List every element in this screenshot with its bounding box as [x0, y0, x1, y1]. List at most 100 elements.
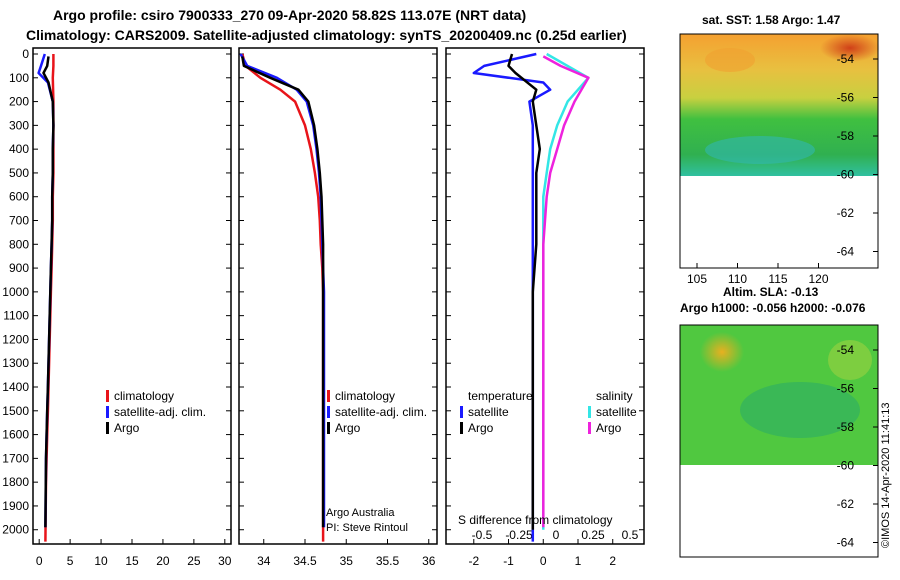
- depth-tick-label: 1800: [2, 475, 29, 489]
- sla-map-title-line1: Altim. SLA: -0.13: [723, 285, 819, 299]
- depth-tick-label: 2000: [2, 523, 29, 537]
- profile-line-salinity-argo: [542, 55, 590, 528]
- legend-swatch-argo: [327, 422, 330, 434]
- legend-header-salinity: salinity: [596, 389, 633, 403]
- x-tick-label: 34.5: [293, 554, 317, 568]
- depth-tick-label: 1900: [2, 499, 29, 513]
- salinity-scale-tick-label: 0: [553, 528, 560, 542]
- profile-line-salinity-satellite: [542, 52, 590, 530]
- sst-map: [679, 33, 880, 269]
- salinity-legend: climatology satellite-adj. clim. Argo Ar…: [326, 389, 427, 534]
- salinity-scale-tick-label: 0.5: [622, 528, 639, 542]
- figure-title-line1: Argo profile: csiro 7900333_270 09-Apr-2…: [53, 7, 526, 23]
- map-lat-tick-label: -54: [837, 343, 855, 357]
- timestamp-stamp: ©IMOS 14-Apr-2020 11:41:13: [880, 403, 892, 548]
- legend-swatch-satellite: [327, 406, 330, 418]
- sst-map-nodata: [680, 176, 878, 268]
- map-lat-tick-label: -54: [837, 52, 855, 66]
- legend-label-climatology: climatology: [335, 389, 395, 403]
- depth-tick-label: 900: [9, 261, 29, 275]
- legend-label-satellite: satellite-adj. clim.: [335, 405, 427, 419]
- map-lat-tick-label: -62: [837, 206, 855, 220]
- depth-tick-label: 1000: [2, 285, 29, 299]
- depth-tick-label: 700: [9, 214, 29, 228]
- x-tick-label: 35.5: [376, 554, 400, 568]
- salinity-scale-tick-label: -0.5: [472, 528, 493, 542]
- x-tick-label: 0: [36, 554, 43, 568]
- map-lat-tick-label: -58: [837, 420, 855, 434]
- depth-tick-label: 300: [9, 118, 29, 132]
- sst-map-title: sat. SST: 1.58 Argo: 1.47: [702, 13, 841, 27]
- x-tick-label: 1: [575, 554, 582, 568]
- depth-axis: 0 100 200 300 400 500 600 700 800 900 1000 1100 1200…: [2, 47, 644, 537]
- depth-tick-label: 1300: [2, 356, 29, 370]
- salinity-panel-frame: [238, 47, 438, 545]
- sla-map-frame: [679, 324, 879, 558]
- legend-label-satellite: satellite-adj. clim.: [114, 405, 206, 419]
- depth-tick-label: 1700: [2, 451, 29, 465]
- map-lat-tick-label: -60: [837, 168, 855, 182]
- profile-line-argo: [241, 56, 325, 528]
- figure-title-line2: Climatology: CARS2009. Satellite-adjuste…: [26, 27, 627, 43]
- difference-panel-title: S difference from climatology: [458, 513, 613, 527]
- profile-line-satellite-adj-clim-: [239, 53, 326, 528]
- sst-cold-patch: [705, 136, 815, 164]
- x-tick-label: 5: [67, 554, 74, 568]
- legend-swatch-temperature-satellite: [460, 406, 463, 418]
- x-tick-label: -2: [468, 554, 479, 568]
- credit-line2: PI: Steve Rintoul: [326, 522, 408, 534]
- legend-label-salinity-argo: Argo: [596, 421, 622, 435]
- legend-label-salinity-satellite: satellite: [596, 405, 637, 419]
- difference-panel-frame: [445, 47, 645, 545]
- map-lat-tick-label: -64: [837, 245, 855, 259]
- depth-tick-label: 500: [9, 166, 29, 180]
- depth-tick-label: 600: [9, 190, 29, 204]
- legend-label-temperature-argo: Argo: [468, 421, 494, 435]
- depth-tick-label: 1100: [3, 309, 29, 323]
- profile-line-climatology: [241, 53, 325, 542]
- profile-line-temperature-argo: [507, 53, 542, 530]
- legend-label-argo: Argo: [335, 421, 361, 435]
- legend-swatch-salinity-argo: [588, 422, 591, 434]
- x-tick-label: 15: [125, 554, 139, 568]
- legend-label-argo: Argo: [114, 421, 140, 435]
- x-tick-label: 2: [609, 554, 616, 568]
- temperature-legend: climatology satellite-adj. clim. Argo: [106, 389, 206, 435]
- sla-mid-patch: [828, 340, 872, 380]
- depth-tick-label: 0: [22, 47, 29, 61]
- x-axes: 0 5 10 15 20 25 30 34 34.5 35 35.5 36 -2 -1 0 1 2 -0.5 -0.…: [36, 528, 639, 568]
- map-lat-tick-label: -64: [837, 536, 855, 550]
- sla-map-nodata: [680, 465, 878, 557]
- temperature-panel-frame: [32, 47, 232, 545]
- profile-line-argo: [42, 56, 55, 528]
- depth-tick-label: 1200: [2, 332, 29, 346]
- map-lon-tick-label: 110: [728, 272, 747, 286]
- depth-tick-label: 400: [9, 142, 29, 156]
- depth-tick-label: 1600: [2, 428, 29, 442]
- depth-tick-label: 100: [9, 71, 29, 85]
- profile-lines: [37, 52, 590, 542]
- legend-label-climatology: climatology: [114, 389, 174, 403]
- sst-warm-patch: [820, 34, 880, 62]
- salinity-scale-tick-label: -0.25: [505, 528, 533, 542]
- sla-high-patch: [700, 332, 744, 372]
- map-lat-tick-label: -60: [837, 459, 855, 473]
- credit-line1: Argo Australia: [326, 507, 395, 519]
- map-lon-tick-label: 120: [808, 272, 828, 286]
- legend-swatch-satellite: [106, 406, 109, 418]
- x-tick-label: 36: [422, 554, 436, 568]
- salinity-scale-tick-label: 0.25: [581, 528, 605, 542]
- map-lat-tick-label: -58: [837, 129, 855, 143]
- x-tick-label: 10: [94, 554, 108, 568]
- map-lat-tick-label: -56: [837, 91, 855, 105]
- sst-map-axes: -54 -56 -58 -60 -62 -64 105 110 115 120: [687, 52, 878, 286]
- legend-label-temperature-satellite: satellite: [468, 405, 509, 419]
- sla-map: [679, 324, 879, 558]
- depth-tick-label: 800: [9, 237, 29, 251]
- legend-swatch-climatology: [327, 390, 330, 402]
- depth-tick-label: 1500: [2, 404, 29, 418]
- legend-header-temperature: temperature: [468, 389, 533, 403]
- sst-warm-patch-west: [705, 48, 755, 72]
- profile-line-temperature-satellite: [472, 52, 552, 542]
- x-tick-label: -1: [503, 554, 514, 568]
